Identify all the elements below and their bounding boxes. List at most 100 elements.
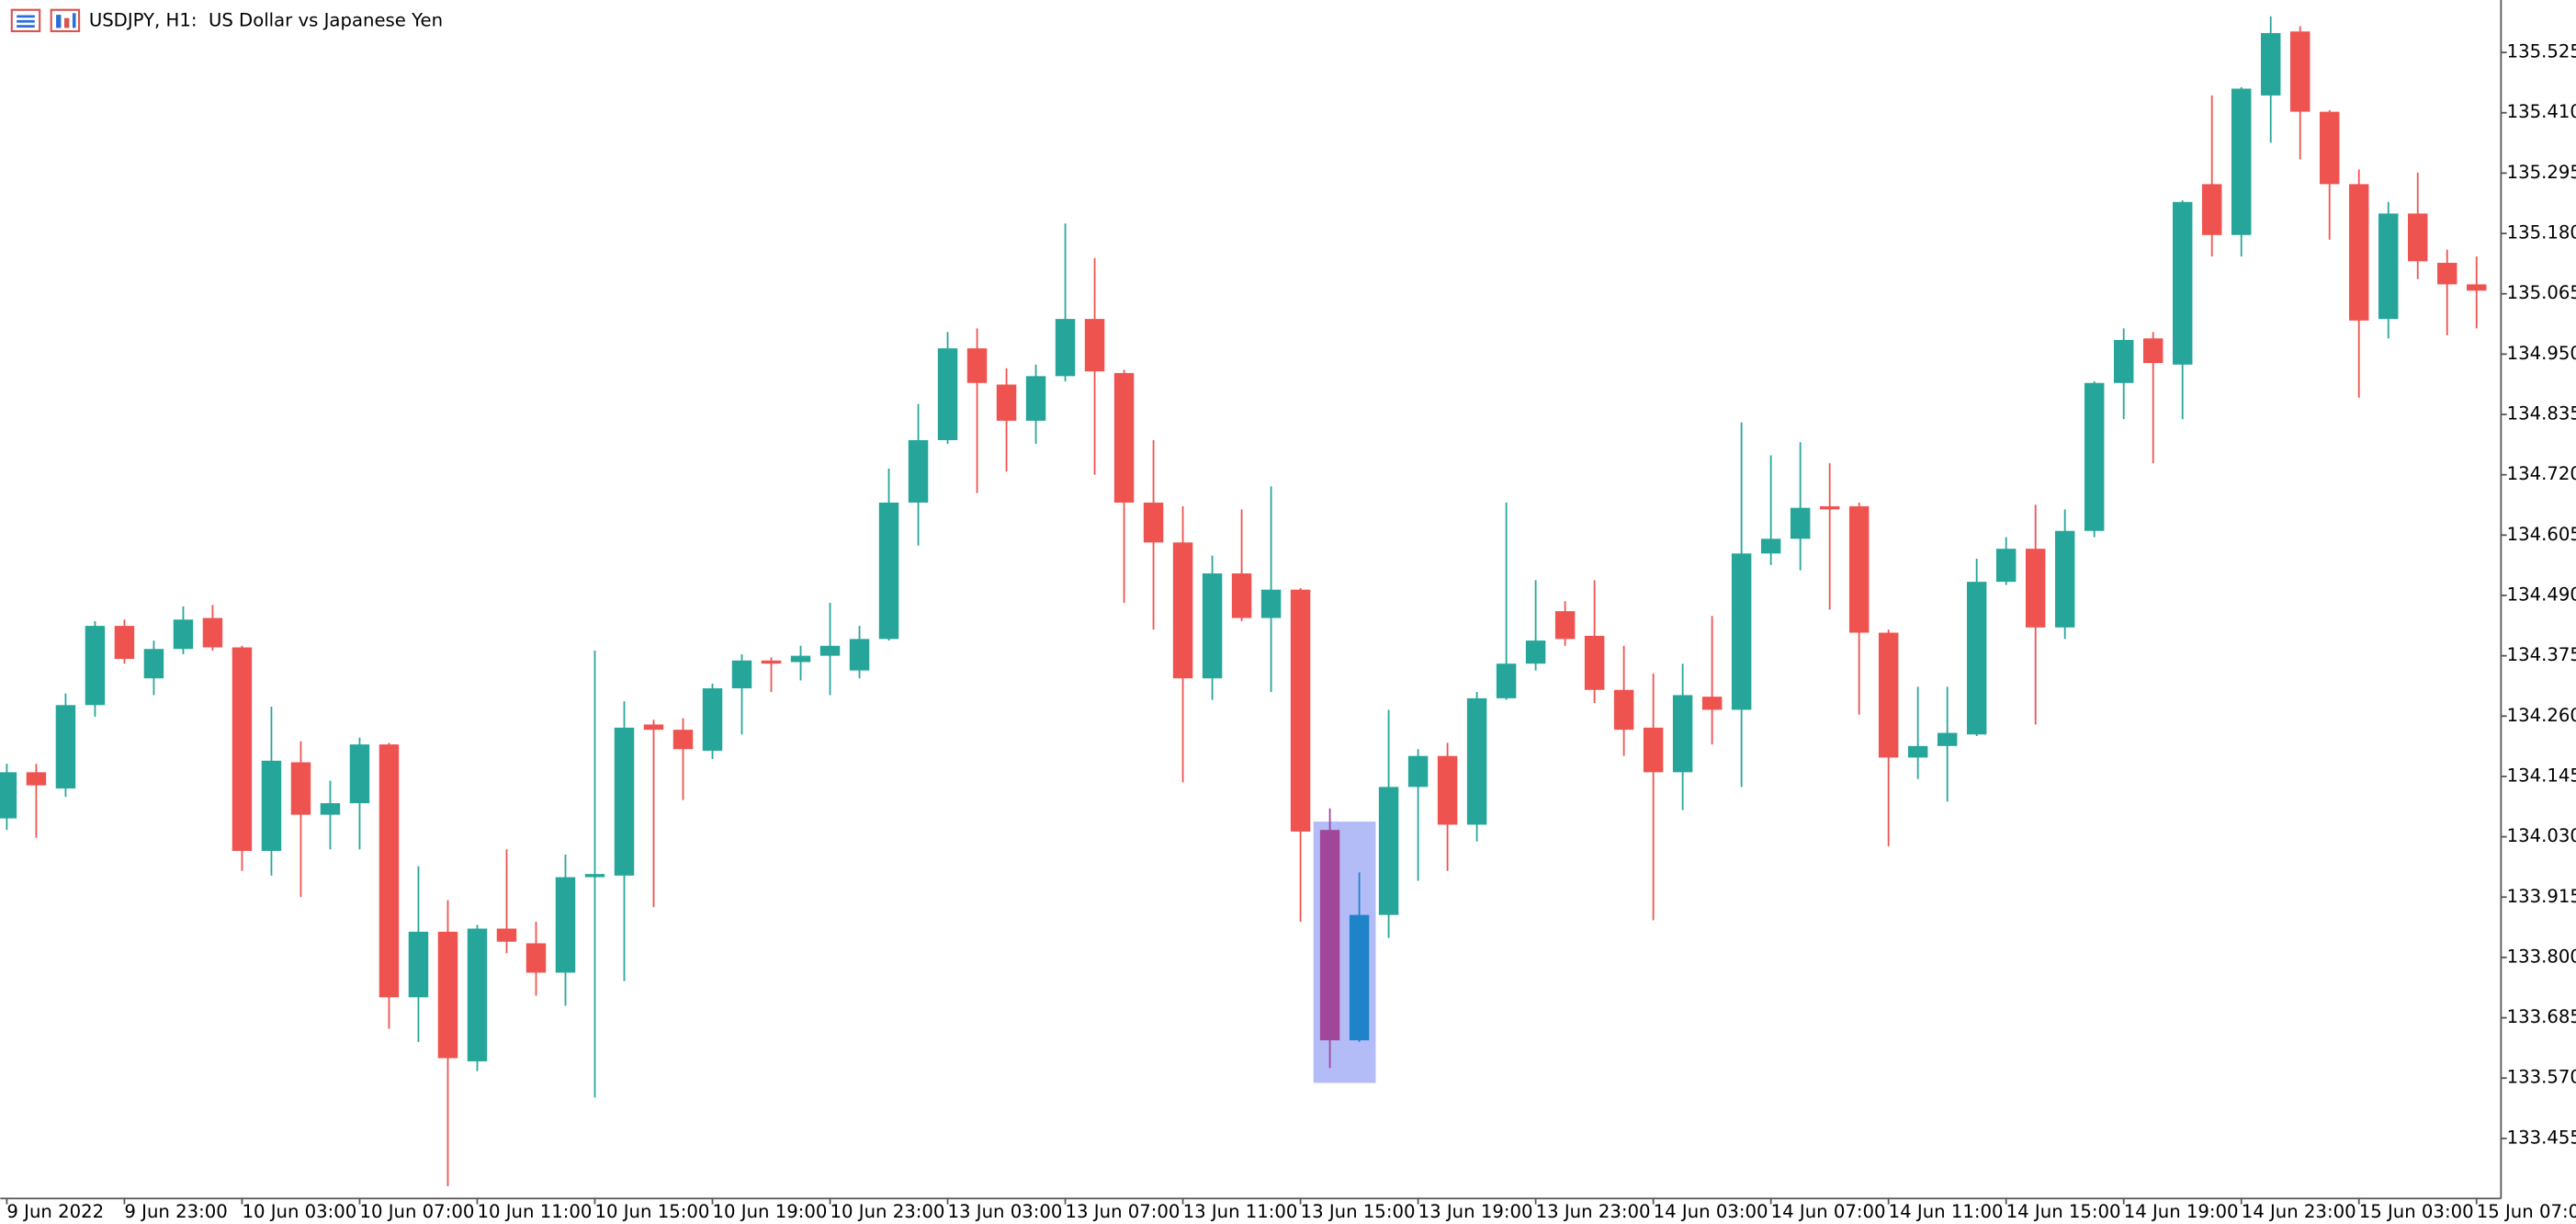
candle-body [2348,184,2369,321]
candle-body [202,618,223,648]
candle-body [1496,663,1517,698]
candle-body [290,762,311,815]
candle-body [1848,505,1870,633]
candle-body [525,943,547,973]
candle-body [1819,505,1840,510]
x-tick-label: 10 Jun 19:00 [713,1201,828,1222]
x-tick-label: 10 Jun 03:00 [242,1201,356,1222]
candle-body [0,772,17,819]
candle-body [26,772,47,786]
candle-body [1084,319,1105,372]
y-tick-label: 135.065 [2507,282,2576,303]
candle-body [937,348,958,440]
x-tick-label: 14 Jun 15:00 [2006,1201,2121,1222]
candle-body [555,877,576,973]
candle-body [1525,640,1546,664]
candle-body [1731,553,1752,710]
x-tick-label: 13 Jun 19:00 [1418,1201,1533,1222]
x-tick-label: 13 Jun 11:00 [1183,1201,1298,1222]
candle-body [1055,319,1076,377]
candle-body [1260,589,1282,618]
candle-body [1025,376,1046,421]
candle-body [1290,589,1311,832]
candle-body [1349,914,1370,1041]
candle-body [1378,787,1399,915]
x-tick-label: 9 Jun 2022 [6,1201,104,1222]
candle-body [2319,111,2340,185]
candle-body [349,744,370,804]
candle-body [2408,213,2428,262]
y-tick-label: 135.295 [2507,162,2576,183]
x-tick-label: 13 Jun 03:00 [948,1201,1063,1222]
candle-body [1760,538,1781,554]
y-tick-label: 133.455 [2507,1127,2576,1148]
candle-body [2437,263,2457,285]
y-tick-label: 135.525 [2507,41,2576,62]
candle-body [702,688,723,751]
x-tick-label: 10 Jun 11:00 [477,1201,592,1222]
candle-body [1672,695,1693,773]
chart-title: USDJPY, H1: US Dollar vs Japanese Yen [89,10,443,31]
candle-body [2260,32,2281,96]
x-tick-label: 10 Jun 15:00 [594,1201,709,1222]
candle-body [819,645,841,656]
candle-body [1613,689,1634,731]
candle-body [85,626,106,706]
x-tick-label: 14 Jun 11:00 [1889,1201,2004,1222]
candle-body [55,705,76,789]
x-tick-label: 13 Jun 15:00 [1301,1201,1416,1222]
candle-body [173,619,194,650]
x-tick-label: 14 Jun 23:00 [2242,1201,2356,1222]
candle-body [1143,502,1164,543]
candle-body [849,639,870,671]
candle-body [1231,573,1252,618]
candle-body [2142,338,2164,364]
candle-body [1966,582,1987,735]
candle-body [1554,611,1576,640]
x-tick-label: 15 Jun 07:00 [2477,1201,2576,1222]
candle-body [672,730,694,750]
candle-body [320,803,341,815]
y-tick-label: 134.950 [2507,343,2576,364]
candle-body [1172,542,1193,679]
candle-body [731,660,752,689]
x-tick-label: 10 Jun 07:00 [359,1201,474,1222]
candle-body [2113,339,2134,383]
candle-body [2054,530,2075,628]
candle-body [2025,549,2046,628]
x-tick-label: 10 Jun 23:00 [830,1201,945,1222]
candle-body [143,649,164,679]
x-tick-label: 13 Jun 23:00 [1536,1201,1651,1222]
y-tick-label: 134.030 [2507,825,2576,846]
candle-body [2378,213,2399,320]
candle-body [1995,549,2017,583]
x-tick-label: 14 Jun 19:00 [2124,1201,2239,1222]
candle-body [1437,755,1458,825]
symbol-icons [10,8,81,33]
candle-body [467,928,488,1061]
y-tick-label: 135.410 [2507,101,2576,122]
x-tick-label: 14 Jun 07:00 [1771,1201,1886,1222]
y-tick-label: 134.145 [2507,765,2576,786]
candle-body [261,760,282,852]
y-tick-label: 133.570 [2507,1067,2576,1088]
candle-body [1202,573,1223,679]
candle-body [1643,727,1664,773]
x-tick-label: 14 Jun 03:00 [1654,1201,1768,1222]
y-tick-label: 134.490 [2507,584,2576,605]
candle-body [1113,372,1135,503]
candle-body [378,744,400,998]
candle-body [1937,732,1958,746]
candle-body [2201,184,2222,235]
candle-body [232,647,253,852]
y-tick-label: 133.915 [2507,886,2576,907]
candle-body [1584,635,1605,690]
candle-body [114,626,135,660]
y-tick-label: 134.375 [2507,644,2576,665]
candle-body [878,502,899,640]
candle-body [496,928,517,942]
candle-body [1466,697,1487,825]
candle-body [1407,755,1429,788]
candle-body [1319,830,1340,1041]
